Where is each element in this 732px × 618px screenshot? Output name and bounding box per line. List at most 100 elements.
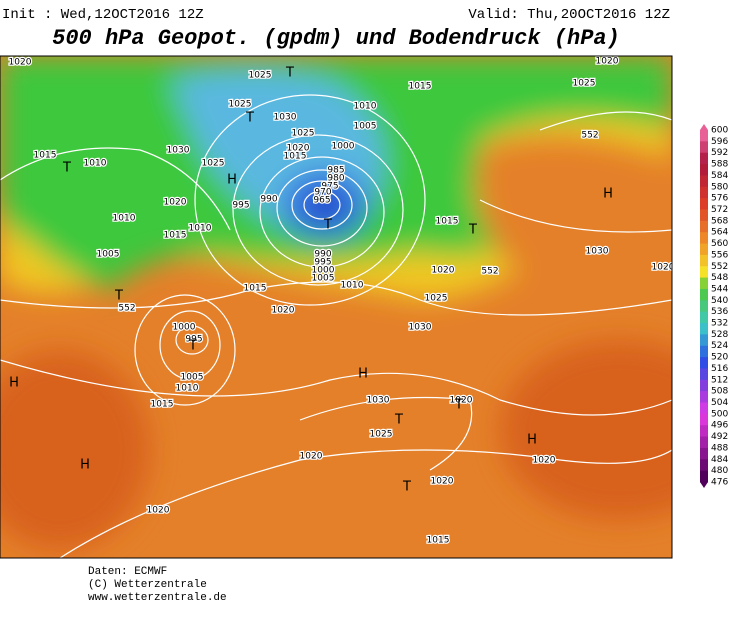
footer-line: www.wetterzentrale.de	[88, 592, 227, 604]
colorbar-swatch	[700, 436, 708, 449]
isobar-label: 1015	[436, 217, 459, 227]
colorbar-label: 520	[711, 353, 728, 363]
colorbar-swatch	[700, 413, 708, 426]
colorbar-swatch	[700, 266, 708, 279]
pressure-center: T	[245, 111, 254, 126]
colorbar-label: 560	[711, 239, 728, 249]
isobar-label: 990	[260, 195, 277, 205]
isobar-label: 1010	[176, 384, 199, 394]
colorbar-label: 552	[711, 262, 728, 272]
colorbar-label: 532	[711, 319, 728, 329]
colorbar-label: 508	[711, 387, 728, 397]
isobar-label: 1015	[427, 536, 450, 546]
isobar-label: 1025	[229, 100, 252, 110]
isobar-label: 1015	[284, 152, 307, 162]
isobar-label: 1020	[596, 57, 619, 67]
colorbar-label: 572	[711, 205, 728, 215]
colorbar-label: 536	[711, 307, 728, 317]
isobar-label: 1020	[533, 456, 556, 466]
colorbar-swatch	[700, 130, 708, 142]
colorbar-swatch	[700, 198, 708, 210]
isobar-label: 1030	[167, 146, 190, 156]
isobar-label: 1020	[300, 452, 323, 462]
isobar-label: 1015	[164, 231, 187, 241]
pressure-center: T	[188, 339, 197, 354]
isobar-label: 1020	[432, 266, 455, 276]
isobar-label: 1005	[312, 274, 335, 284]
isobar-label: 1020	[431, 477, 454, 487]
pressure-center: T	[114, 289, 123, 304]
isobar-label: 1010	[341, 281, 364, 291]
colorbar-swatch	[700, 186, 708, 199]
pressure-center: T	[323, 218, 332, 233]
isobar-label: 1020	[652, 263, 675, 273]
colorbar-swatch	[700, 232, 708, 245]
isobar-label: 552	[581, 131, 598, 141]
colorbar-label: 568	[711, 216, 728, 226]
colorbar-label: 548	[711, 273, 728, 283]
init-time: Init : Wed,12OCT2016 12Z	[2, 7, 204, 23]
colorbar-swatch	[700, 311, 708, 324]
colorbar-label: 496	[711, 421, 728, 431]
colorbar-label: 564	[711, 228, 728, 238]
colorbar-label: 476	[711, 478, 728, 488]
pressure-center: H	[358, 367, 368, 382]
colorbar-swatch	[700, 141, 708, 154]
colorbar-label: 596	[711, 137, 728, 147]
colorbar-label: 524	[711, 341, 728, 351]
colorbar-swatch	[700, 209, 708, 222]
footer-line: Daten: ECMWF	[88, 566, 167, 578]
isobar-label: 1025	[249, 71, 272, 81]
colorbar-label: 528	[711, 330, 728, 340]
colorbar-swatch	[700, 379, 708, 392]
colorbar-label: 600	[711, 126, 728, 136]
isobar-label: 1000	[332, 142, 355, 152]
isobar-label: 1005	[97, 250, 120, 260]
colorbar-label: 540	[711, 296, 728, 306]
colorbar-label: 544	[711, 284, 728, 294]
pressure-center: T	[394, 413, 403, 428]
isobar-label: 975	[321, 182, 338, 192]
isobar-label: 1020	[9, 58, 32, 68]
pressure-center: H	[603, 187, 613, 202]
isobar-label: 1020	[272, 306, 295, 316]
isobar-label: 1025	[370, 430, 393, 440]
isobar-label: 1030	[409, 323, 432, 333]
pressure-center: H	[227, 173, 237, 188]
colorbar-swatch	[700, 402, 708, 415]
isobar-label: 970	[314, 188, 331, 198]
colorbar-label: 580	[711, 182, 728, 192]
colorbar-swatch	[700, 220, 708, 233]
colorbar-label: 500	[711, 409, 728, 419]
map-frame	[0, 55, 673, 559]
isobar-label: 1015	[151, 400, 174, 410]
isobar-label: 1025	[425, 294, 448, 304]
isobar-label: 1030	[367, 396, 390, 406]
colorbar-swatch	[700, 368, 708, 381]
isobar-label: 1010	[354, 102, 377, 112]
pressure-center: H	[9, 376, 19, 391]
pressure-center: T	[285, 66, 294, 81]
colorbar-swatch	[700, 459, 708, 472]
isobars	[0, 94, 672, 558]
isobar-label: 1025	[292, 129, 315, 139]
isobar-label: 1000	[173, 323, 196, 333]
isobar-label: 552	[118, 304, 135, 314]
colorbar-swatch	[700, 175, 708, 188]
isobar-label: 995	[314, 258, 331, 268]
isobar-label: 1020	[164, 198, 187, 208]
pressure-center: T	[454, 398, 463, 413]
isobar-label: 965	[313, 196, 330, 206]
colorbar-swatch	[700, 345, 708, 358]
isobar-label: 1025	[573, 79, 596, 89]
colorbar-label: 492	[711, 432, 728, 442]
colorbar-swatch	[700, 277, 708, 290]
colorbar-swatch	[700, 164, 708, 176]
isobar-label: 1000	[312, 266, 335, 276]
colorbar-swatch	[700, 323, 708, 335]
colorbar-swatch	[700, 254, 708, 267]
colorbar-label: 488	[711, 443, 728, 453]
colorbar-label: 480	[711, 466, 728, 476]
colorbar-swatch	[700, 300, 708, 313]
colorbar-swatch	[700, 243, 708, 256]
